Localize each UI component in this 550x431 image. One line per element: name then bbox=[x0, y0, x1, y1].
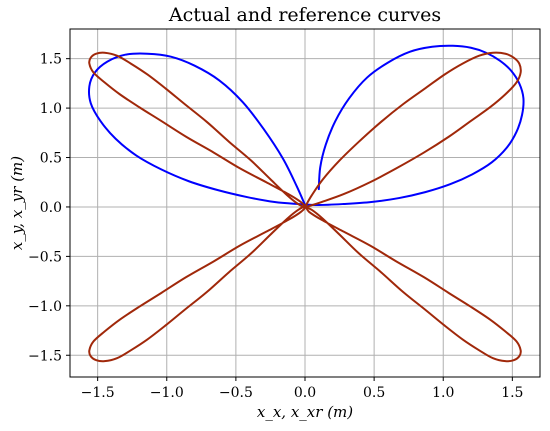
y-tick-label: 1.5 bbox=[40, 52, 62, 68]
y-tick-label: 0.0 bbox=[40, 200, 62, 216]
x-tick-label: 0.0 bbox=[294, 385, 316, 401]
reference-curve-line bbox=[88, 51, 522, 363]
y-axis-label: x_y, x_yr (m) bbox=[8, 156, 26, 250]
x-tick-label: 1.5 bbox=[501, 385, 523, 401]
chart-title: Actual and reference curves bbox=[168, 4, 441, 26]
y-tick-label: 0.5 bbox=[40, 151, 62, 167]
y-tick-label: −1.0 bbox=[28, 299, 62, 315]
x-tick-label: 1.0 bbox=[432, 385, 454, 401]
x-tick-label: −0.5 bbox=[219, 385, 253, 401]
y-tick-label: −0.5 bbox=[28, 249, 62, 265]
x-tick-label: −1.0 bbox=[150, 385, 184, 401]
x-axis-label: x_x, x_xr (m) bbox=[257, 403, 353, 421]
data-series bbox=[87, 44, 525, 363]
grid bbox=[70, 29, 540, 377]
tick-marks: −1.5 −1.0 −0.5 0.0 0.5 1.0 1.5 −1.5 −1.0 −0.5 0.0 0… bbox=[28, 52, 523, 401]
x-tick-label: −1.5 bbox=[81, 385, 115, 401]
x-tick-label: 0.5 bbox=[363, 385, 385, 401]
y-tick-label: −1.5 bbox=[28, 348, 62, 364]
actual-curve-line bbox=[87, 44, 525, 206]
y-tick-label: 1.0 bbox=[40, 101, 62, 117]
